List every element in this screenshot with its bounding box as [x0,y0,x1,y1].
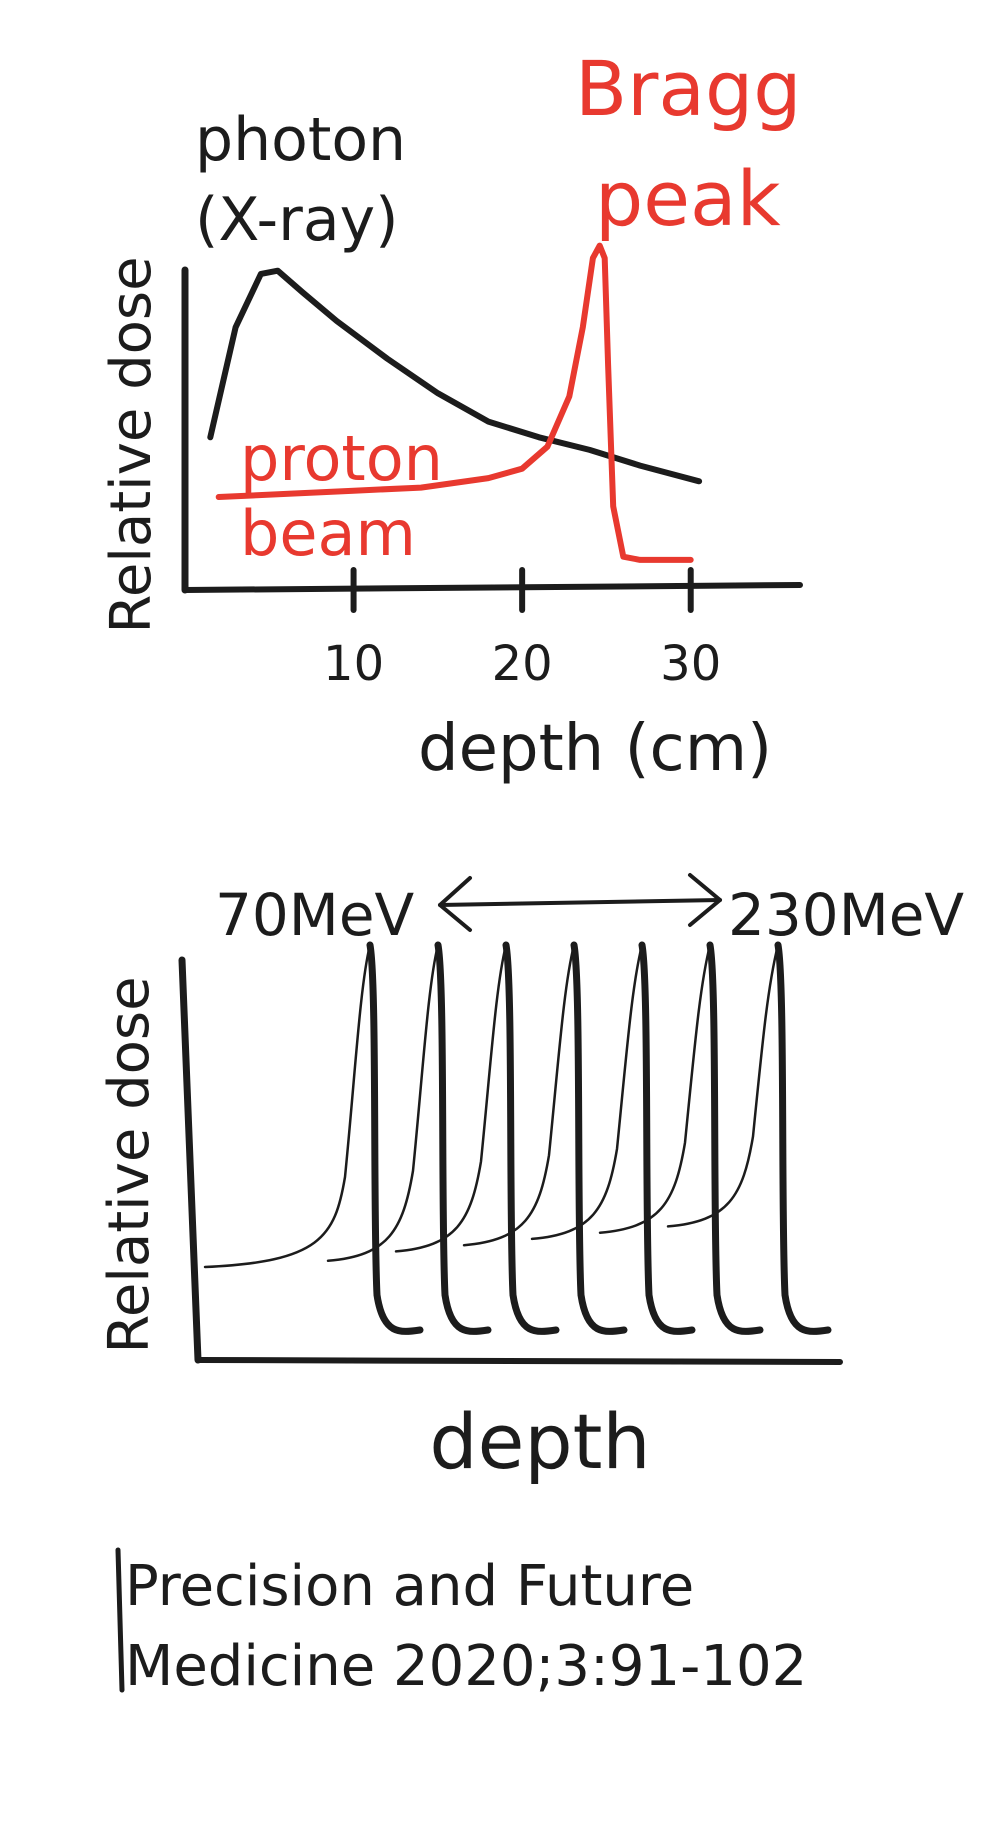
chart1-tick-label-30: 30 [660,636,721,692]
proton-dose-curve [215,242,694,563]
chart1-x-axis [182,582,803,593]
chart2-x-label: depth [429,1397,650,1486]
bragg-curve-rise-6 [598,943,712,1234]
chart1-x-ticks: 10 20 30 [323,567,721,692]
chart1-tick-label-10: 10 [323,636,384,692]
citation-line1: Precision and Future [125,1554,694,1619]
energy-arrow-right-head-icon [688,873,722,927]
citation: Precision and Future Medicine 2020;3:91-… [115,1547,807,1699]
bragg-curve-fall-2 [434,941,492,1335]
bragg-curve-rise-3 [394,943,508,1253]
photon-label-line2: (X-ray) [195,185,399,255]
energy-range-arrow [438,898,722,907]
bragg-peak-curves [203,941,832,1335]
bragg-curve-rise-1 [203,943,372,1269]
citation-bracket [115,1547,125,1693]
chart2-y-axis [178,956,202,1364]
bragg-curve-rise-7 [666,943,780,1228]
bragg-curve-fall-1 [366,941,424,1335]
energy-range-chart: 70MeV 230MeV Relative dose depth [97,873,964,1486]
bragg-curve-fall-4 [570,941,628,1335]
bragg-curve-rise-5 [530,943,644,1241]
photon-proton-chart: 10 20 30 Relative dose depth (cm) photon (… [99,44,803,786]
photon-dose-curve [207,267,703,485]
bragg-peak-label-line1: Bragg [575,44,801,133]
bragg-curve-fall-3 [502,941,560,1335]
bragg-peak-label-line2: peak [595,154,781,243]
energy-high-label: 230MeV [728,881,964,949]
energy-low-label: 70MeV [215,881,415,949]
bragg-curve-rise-4 [462,943,576,1247]
chart2-x-axis [197,1357,843,1365]
chart2-y-label: Relative dose [97,976,162,1353]
citation-line2: Medicine 2020;3:91-102 [125,1634,807,1699]
bragg-curve-rise-2 [326,943,440,1263]
chart1-tick-label-20: 20 [492,636,553,692]
energy-arrow-left-head-icon [438,876,472,932]
proton-beam-label-line2: beam [240,497,416,570]
chart1-x-label: depth (cm) [418,712,772,786]
bragg-curve-fall-7 [774,941,832,1335]
bragg-curve-fall-6 [706,941,764,1335]
bragg-curve-fall-5 [638,941,696,1335]
proton-beam-label-line1: proton [240,422,443,495]
photon-label-line1: photon [195,105,406,175]
chart1-y-label: Relative dose [99,256,164,633]
